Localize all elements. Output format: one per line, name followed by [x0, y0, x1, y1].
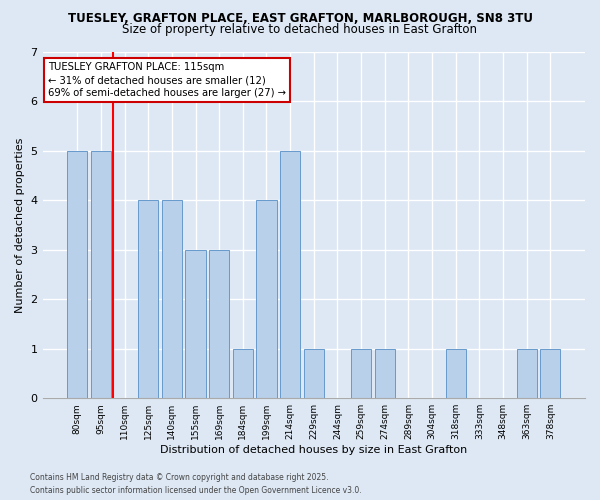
Bar	[280, 150, 300, 398]
Bar	[446, 348, 466, 398]
Bar	[67, 150, 88, 398]
Bar	[374, 348, 395, 398]
Bar	[540, 348, 560, 398]
Text: TUESLEY GRAFTON PLACE: 115sqm
← 31% of detached houses are smaller (12)
69% of s: TUESLEY GRAFTON PLACE: 115sqm ← 31% of d…	[48, 62, 286, 98]
Y-axis label: Number of detached properties: Number of detached properties	[15, 137, 25, 312]
Bar	[162, 200, 182, 398]
Bar	[233, 348, 253, 398]
Bar	[256, 200, 277, 398]
Text: Contains HM Land Registry data © Crown copyright and database right 2025.
Contai: Contains HM Land Registry data © Crown c…	[30, 474, 362, 495]
Bar	[91, 150, 111, 398]
Bar	[517, 348, 536, 398]
Bar	[138, 200, 158, 398]
Bar	[185, 250, 206, 398]
Text: TUESLEY, GRAFTON PLACE, EAST GRAFTON, MARLBOROUGH, SN8 3TU: TUESLEY, GRAFTON PLACE, EAST GRAFTON, MA…	[67, 12, 533, 26]
Bar	[351, 348, 371, 398]
Bar	[304, 348, 324, 398]
X-axis label: Distribution of detached houses by size in East Grafton: Distribution of detached houses by size …	[160, 445, 467, 455]
Text: Size of property relative to detached houses in East Grafton: Size of property relative to detached ho…	[122, 22, 478, 36]
Bar	[209, 250, 229, 398]
